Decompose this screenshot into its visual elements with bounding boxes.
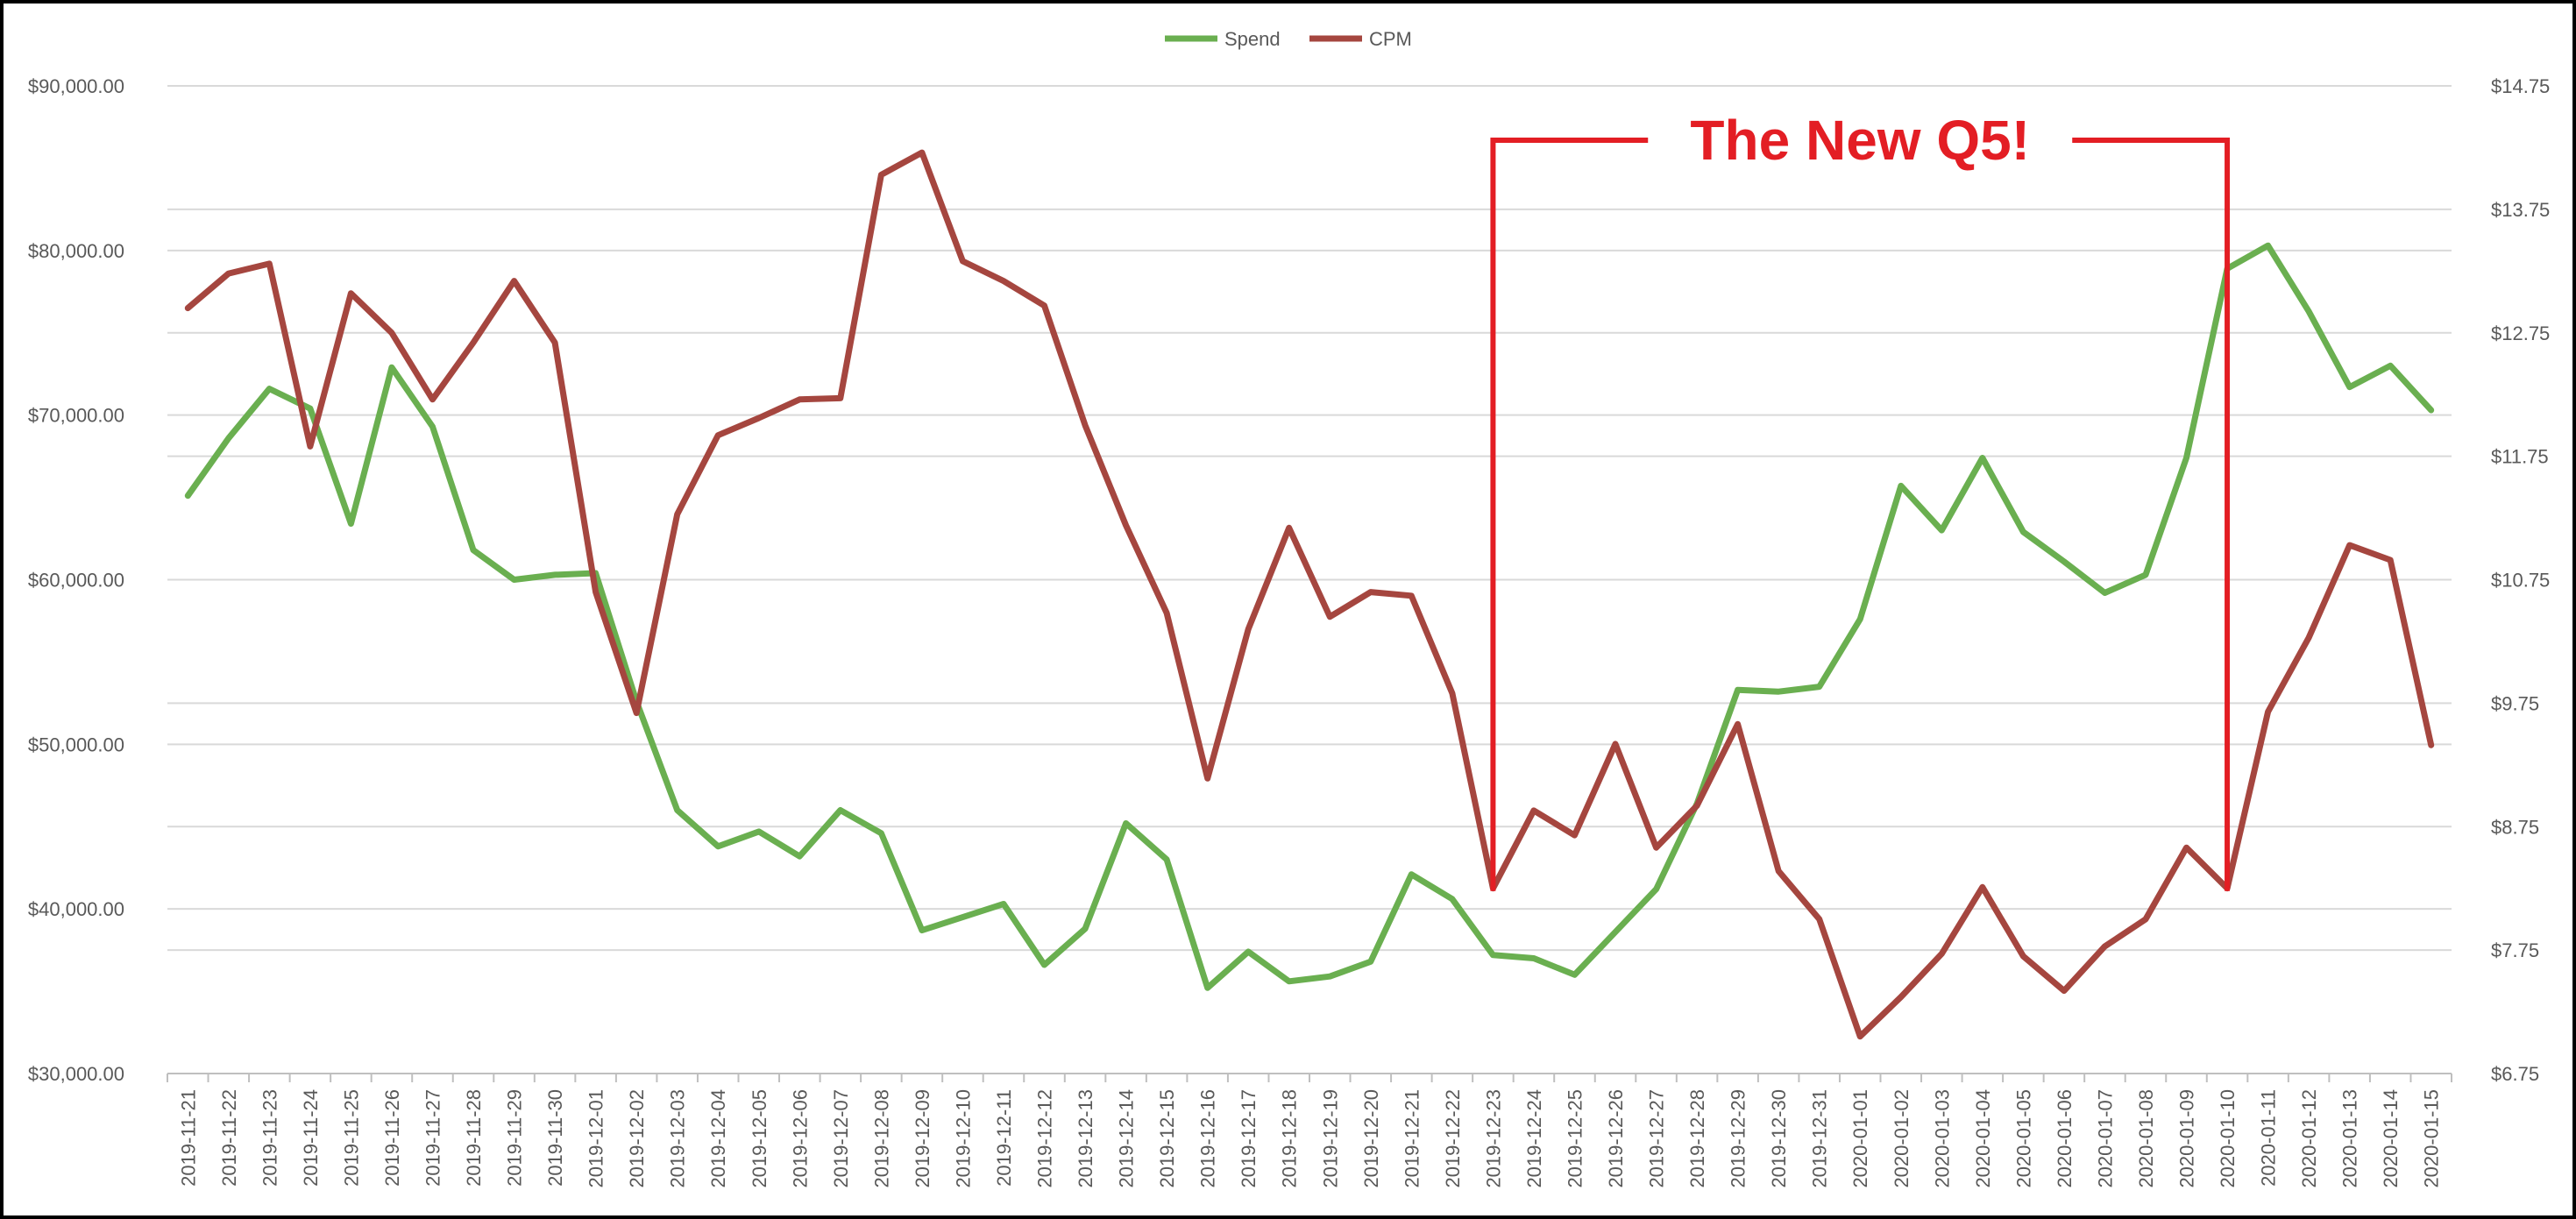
legend-label-spend: Spend xyxy=(1224,28,1281,50)
x-tick-label: 2019-11-28 xyxy=(463,1089,485,1187)
x-tick-label: 2019-12-08 xyxy=(870,1089,892,1188)
left-axis: $30,000.00 $40,000.00 $50,000.00 $60,000.00… xyxy=(28,75,124,1085)
x-tick-label: 2020-01-07 xyxy=(2094,1089,2116,1188)
x-axis: 2019-11-21 2019-11-22 2019-11-23 2019-11-24… xyxy=(167,1073,2452,1188)
right-tick-label: $8.75 xyxy=(2491,816,2539,838)
right-tick-label: $7.75 xyxy=(2491,939,2539,961)
x-tick-label: 2020-01-09 xyxy=(2176,1089,2198,1188)
series-lines xyxy=(184,149,2435,1040)
x-tick-label: 2020-01-14 xyxy=(2380,1089,2402,1188)
legend-label-cpm: CPM xyxy=(1369,28,1412,50)
annotation-bracket-right xyxy=(2072,138,2231,891)
x-tick-label: 2019-11-29 xyxy=(504,1089,526,1187)
right-tick-label: $10.75 xyxy=(2491,570,2550,592)
x-tick-label: 2019-12-24 xyxy=(1523,1089,1545,1188)
right-tick-label: $13.75 xyxy=(2491,199,2550,221)
left-tick-label: $80,000.00 xyxy=(28,240,124,262)
x-tick-label: 2019-12-13 xyxy=(1075,1089,1096,1188)
x-tick-label: 2019-12-01 xyxy=(585,1089,607,1188)
x-tick-label: 2019-11-22 xyxy=(218,1089,240,1187)
annotation: The New Q5! xyxy=(1490,109,2231,891)
x-tick-label: 2019-12-12 xyxy=(1034,1089,1056,1188)
x-tick-label: 2019-11-23 xyxy=(259,1089,280,1187)
x-tick-label: 2019-12-09 xyxy=(912,1089,933,1188)
x-tick-label: 2019-12-21 xyxy=(1401,1089,1423,1188)
x-tick-label: 2020-01-06 xyxy=(2054,1089,2076,1188)
x-tick-label: 2019-12-17 xyxy=(1238,1089,1260,1188)
x-tick-label: 2020-01-12 xyxy=(2298,1089,2320,1188)
x-tick-label: 2020-01-01 xyxy=(1849,1089,1871,1188)
right-tick-label: $11.75 xyxy=(2491,446,2549,468)
x-tick-label: 2019-12-02 xyxy=(626,1089,648,1188)
x-tick-label: 2019-12-18 xyxy=(1279,1089,1301,1188)
x-tick-label: 2019-12-29 xyxy=(1728,1089,1749,1188)
x-tick-label: 2019-11-26 xyxy=(381,1089,403,1187)
series-line-cpm xyxy=(184,149,2435,1040)
x-tick-label: 2019-12-31 xyxy=(1809,1089,1831,1188)
line-chart: $30,000.00 $40,000.00 $50,000.00 $60,000.00… xyxy=(28,28,2550,1188)
legend: Spend CPM xyxy=(1165,28,1412,50)
left-tick-label: $30,000.00 xyxy=(28,1063,124,1085)
x-tick-label: 2019-11-24 xyxy=(300,1089,322,1187)
x-tick-label: 2020-01-02 xyxy=(1891,1089,1912,1188)
x-tick-label: 2019-12-28 xyxy=(1686,1089,1708,1188)
x-tick-label: 2020-01-11 xyxy=(2258,1089,2280,1187)
x-tick-label: 2019-12-11 xyxy=(993,1089,1015,1187)
x-tick-label: 2019-12-15 xyxy=(1156,1089,1178,1188)
x-tick-label: 2020-01-13 xyxy=(2339,1089,2361,1188)
left-tick-label: $40,000.00 xyxy=(28,898,124,920)
left-tick-label: $60,000.00 xyxy=(28,570,124,592)
x-tick-label: 2019-12-03 xyxy=(667,1089,689,1188)
series-line-spend xyxy=(184,242,2435,991)
x-tick-label: 2019-12-30 xyxy=(1768,1089,1790,1188)
x-tick-label: 2019-12-16 xyxy=(1197,1089,1219,1188)
x-tick-label: 2020-01-05 xyxy=(2012,1089,2034,1188)
x-tick-label: 2019-11-27 xyxy=(422,1089,444,1187)
x-tick-label: 2019-11-30 xyxy=(544,1089,566,1187)
left-tick-label: $70,000.00 xyxy=(28,405,124,427)
x-tick-label: 2019-12-26 xyxy=(1605,1089,1627,1188)
annotation-label: The New Q5! xyxy=(1690,109,2030,172)
x-tick-label: 2019-12-27 xyxy=(1646,1089,1668,1188)
x-tick-label: 2020-01-15 xyxy=(2421,1089,2443,1188)
left-tick-label: $50,000.00 xyxy=(28,734,124,755)
x-tick-label: 2019-12-07 xyxy=(830,1089,852,1188)
x-tick-label: 2019-12-23 xyxy=(1482,1089,1504,1188)
right-axis: $6.75 $7.75 $8.75 $9.75 $10.75 $11.75 $12.75 $1… xyxy=(2491,75,2550,1085)
x-tick-label: 2019-12-22 xyxy=(1442,1089,1464,1188)
x-tick-label: 2020-01-03 xyxy=(1931,1089,1953,1188)
x-tick-label: 2020-01-08 xyxy=(2135,1089,2157,1188)
x-tick-label: 2020-01-04 xyxy=(1972,1089,1994,1188)
right-tick-label: $14.75 xyxy=(2491,75,2550,97)
x-tick-label: 2019-12-14 xyxy=(1116,1089,1138,1188)
left-tick-label: $90,000.00 xyxy=(28,75,124,97)
x-tick-label: 2019-12-20 xyxy=(1360,1089,1382,1188)
x-tick-label: 2019-12-06 xyxy=(789,1089,811,1188)
x-tick-label: 2019-12-05 xyxy=(749,1089,770,1188)
right-tick-label: $9.75 xyxy=(2491,692,2539,714)
x-tick-label: 2019-11-25 xyxy=(340,1089,362,1187)
annotation-bracket-left xyxy=(1490,138,1649,891)
x-tick-label: 2020-01-10 xyxy=(2217,1089,2239,1188)
x-tick-label: 2019-12-04 xyxy=(707,1089,729,1188)
right-tick-label: $6.75 xyxy=(2491,1063,2539,1085)
right-tick-label: $12.75 xyxy=(2491,322,2550,344)
x-tick-label: 2019-11-21 xyxy=(177,1089,199,1187)
x-tick-label: 2019-12-10 xyxy=(952,1089,974,1188)
x-tick-label: 2019-12-19 xyxy=(1319,1089,1341,1188)
x-tick-label: 2019-12-25 xyxy=(1564,1089,1586,1188)
